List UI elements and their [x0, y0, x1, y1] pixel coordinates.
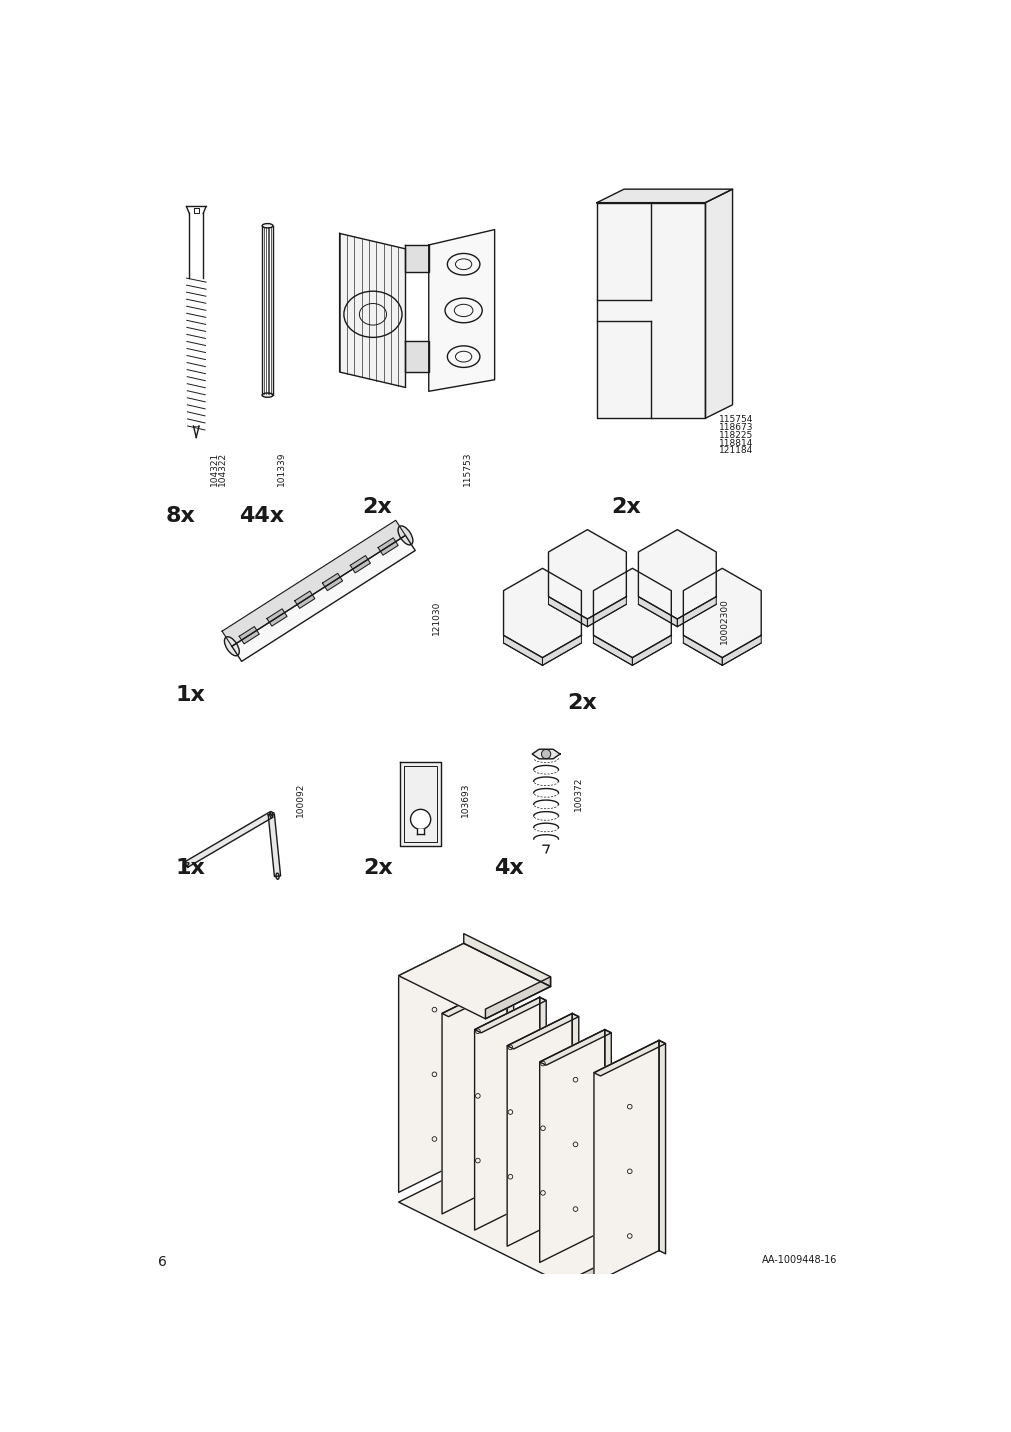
- Ellipse shape: [270, 812, 273, 818]
- Text: 118225: 118225: [718, 431, 752, 440]
- Polygon shape: [398, 1170, 637, 1289]
- Polygon shape: [429, 229, 494, 391]
- Polygon shape: [596, 203, 705, 418]
- Text: 2x: 2x: [611, 497, 640, 517]
- Text: 121184: 121184: [718, 447, 752, 455]
- Polygon shape: [417, 829, 424, 833]
- Polygon shape: [658, 1041, 665, 1254]
- Polygon shape: [340, 233, 405, 388]
- Polygon shape: [503, 569, 581, 657]
- Polygon shape: [221, 520, 405, 646]
- Polygon shape: [232, 536, 415, 662]
- Polygon shape: [507, 1014, 578, 1050]
- Polygon shape: [463, 944, 470, 1163]
- Ellipse shape: [224, 637, 239, 656]
- Polygon shape: [593, 1041, 658, 1283]
- Polygon shape: [593, 1041, 665, 1075]
- Polygon shape: [596, 189, 732, 203]
- Polygon shape: [548, 597, 586, 627]
- Polygon shape: [398, 944, 463, 1193]
- Polygon shape: [474, 997, 546, 1032]
- Text: 2x: 2x: [363, 858, 392, 878]
- Polygon shape: [405, 341, 429, 372]
- Polygon shape: [400, 762, 441, 846]
- Polygon shape: [485, 977, 550, 1018]
- Text: 115753: 115753: [463, 451, 472, 485]
- Polygon shape: [571, 1246, 637, 1289]
- Polygon shape: [323, 573, 343, 590]
- Polygon shape: [184, 812, 273, 868]
- Ellipse shape: [183, 862, 189, 866]
- Polygon shape: [463, 1160, 637, 1256]
- Text: 115754: 115754: [718, 415, 752, 424]
- Text: 4x: 4x: [493, 858, 524, 878]
- Text: 8x: 8x: [166, 505, 195, 526]
- Polygon shape: [586, 597, 626, 627]
- Polygon shape: [542, 636, 581, 666]
- Circle shape: [541, 749, 550, 759]
- Text: 121030: 121030: [432, 600, 441, 634]
- Text: AA-1009448-16: AA-1009448-16: [761, 1254, 836, 1264]
- Polygon shape: [539, 997, 546, 1201]
- Polygon shape: [532, 749, 559, 759]
- Polygon shape: [705, 189, 732, 418]
- Text: 104321: 104321: [209, 453, 218, 485]
- Polygon shape: [638, 597, 676, 627]
- Polygon shape: [267, 609, 287, 626]
- Polygon shape: [539, 1030, 611, 1065]
- Polygon shape: [638, 530, 716, 619]
- Polygon shape: [682, 569, 760, 657]
- Polygon shape: [722, 636, 760, 666]
- Text: 118673: 118673: [718, 422, 752, 432]
- Text: 2x: 2x: [362, 497, 391, 517]
- Polygon shape: [268, 815, 280, 876]
- Polygon shape: [378, 538, 397, 556]
- Polygon shape: [294, 591, 314, 609]
- Text: 6: 6: [158, 1254, 167, 1269]
- Polygon shape: [398, 944, 550, 1018]
- Ellipse shape: [397, 526, 412, 546]
- Ellipse shape: [262, 223, 273, 228]
- Polygon shape: [676, 597, 716, 627]
- Polygon shape: [632, 636, 670, 666]
- Polygon shape: [571, 1014, 578, 1217]
- Text: 100092: 100092: [296, 782, 304, 816]
- Text: 104322: 104322: [217, 453, 226, 485]
- Polygon shape: [592, 569, 670, 657]
- Polygon shape: [442, 981, 514, 1017]
- Polygon shape: [350, 556, 370, 573]
- Ellipse shape: [276, 874, 279, 879]
- Text: 10002300: 10002300: [719, 599, 728, 644]
- Circle shape: [410, 809, 431, 829]
- Polygon shape: [548, 530, 626, 619]
- Polygon shape: [605, 1030, 611, 1233]
- Polygon shape: [507, 1014, 571, 1246]
- Polygon shape: [405, 245, 429, 272]
- Polygon shape: [239, 627, 259, 644]
- Text: 100372: 100372: [573, 778, 582, 812]
- Text: 118814: 118814: [718, 438, 752, 448]
- Ellipse shape: [262, 392, 273, 397]
- Polygon shape: [474, 997, 539, 1230]
- Polygon shape: [463, 934, 550, 987]
- Text: 1x: 1x: [176, 858, 205, 878]
- Polygon shape: [592, 636, 632, 666]
- Polygon shape: [682, 636, 722, 666]
- Polygon shape: [539, 1030, 605, 1263]
- Polygon shape: [442, 981, 507, 1214]
- Text: 1x: 1x: [176, 684, 205, 705]
- Polygon shape: [507, 981, 514, 1184]
- Polygon shape: [398, 944, 470, 979]
- Ellipse shape: [268, 812, 274, 816]
- Text: 103693: 103693: [460, 782, 469, 816]
- Text: 101339: 101339: [277, 451, 286, 485]
- Text: 2x: 2x: [567, 693, 596, 713]
- Polygon shape: [503, 636, 542, 666]
- Text: 44x: 44x: [239, 505, 283, 526]
